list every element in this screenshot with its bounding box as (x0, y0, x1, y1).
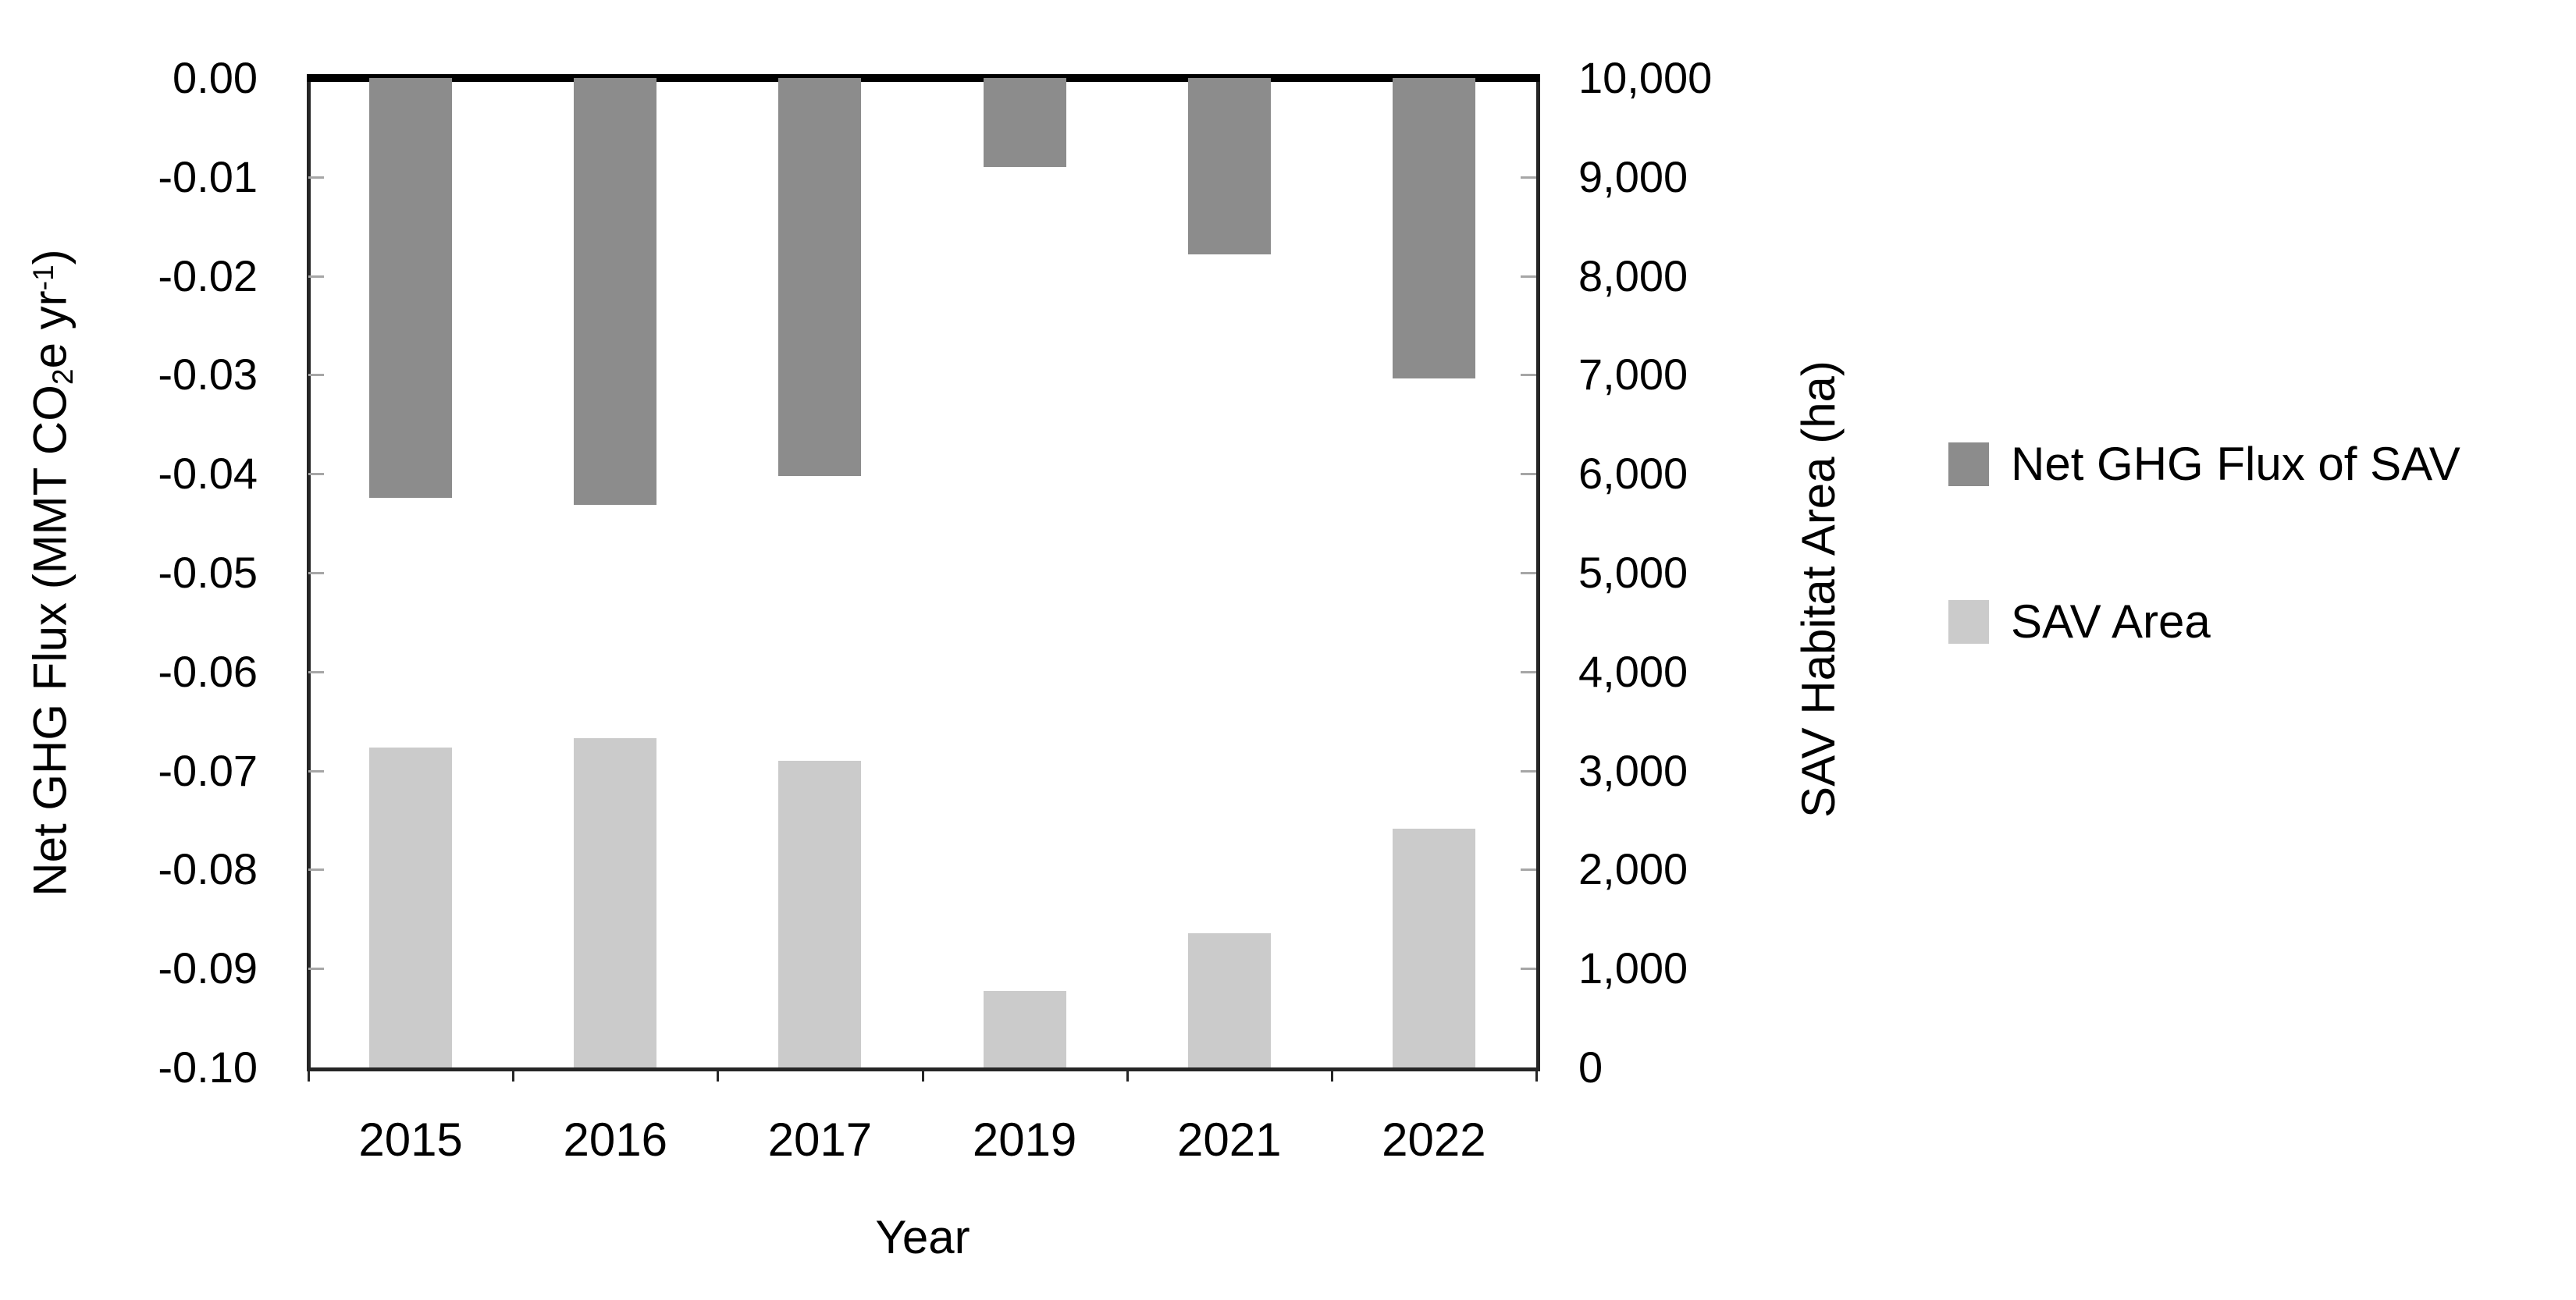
right-axis-tick (1521, 968, 1536, 971)
legend-swatch-net-ghg-flux (1948, 442, 1989, 486)
legend-item-net-ghg-flux: Net GHG Flux of SAV (1948, 440, 2460, 488)
x-axis-tick-label-2017: 2017 (767, 1114, 873, 1166)
x-axis-tick-label-2019: 2019 (972, 1114, 1077, 1166)
right-axis-tick-label: 8,000 (1578, 250, 1688, 300)
left-axis-tick (308, 374, 324, 377)
zero-baseline (307, 74, 1540, 82)
bar-sav-area-2019 (983, 991, 1066, 1067)
bar-net-ghg-flux-of-sav-2017 (778, 78, 862, 476)
x-axis-tick-label-2021: 2021 (1177, 1114, 1282, 1166)
y-axis-right-title: SAV Habitat Area (ha) (1792, 361, 1845, 818)
left-axis-tick-label: -0.01 (158, 151, 258, 201)
left-axis-tick-label: 0.00 (173, 53, 258, 102)
right-axis-tick-label: 3,000 (1578, 745, 1688, 795)
left-axis-tick-label: -0.06 (158, 646, 258, 696)
right-axis-tick-label: 2,000 (1578, 844, 1688, 894)
x-axis-tick (717, 1067, 720, 1082)
bar-net-ghg-flux-of-sav-2019 (983, 78, 1066, 168)
right-axis-tick-label: 6,000 (1578, 449, 1688, 499)
bar-sav-area-2021 (1187, 932, 1271, 1067)
right-axis-tick (1521, 868, 1536, 872)
legend-label-net-ghg-flux: Net GHG Flux of SAV (2011, 438, 2460, 490)
left-axis-tick (308, 275, 324, 278)
bar-sav-area-2016 (574, 737, 657, 1067)
right-axis-tick-label: 5,000 (1578, 548, 1688, 597)
left-axis-tick-label: -0.10 (158, 1042, 258, 1092)
x-axis-tick (1535, 1067, 1538, 1082)
left-axis-tick-label: -0.08 (158, 844, 258, 894)
legend-label-sav-area: SAV Area (2011, 595, 2211, 648)
right-axis-tick-label: 10,000 (1578, 53, 1713, 102)
x-axis-tick (308, 1067, 310, 1082)
right-axis-tick (1521, 572, 1536, 574)
left-axis-tick (308, 473, 324, 476)
right-axis-tick (1521, 670, 1536, 673)
y-axis-left-title-text: Net GHG Flux (MMT CO (23, 385, 76, 897)
y-axis-left-title-mid: e yr (23, 290, 76, 369)
right-axis-tick-label: 1,000 (1578, 943, 1688, 993)
left-axis-tick-label: -0.04 (158, 449, 258, 499)
bar-net-ghg-flux-of-sav-2022 (1392, 78, 1475, 379)
bar-net-ghg-flux-of-sav-2021 (1187, 78, 1271, 254)
x-axis-tick (512, 1067, 515, 1082)
x-axis-tick (921, 1067, 924, 1082)
legend-swatch-sav-area (1948, 600, 1989, 644)
right-axis-tick (1521, 275, 1536, 278)
right-axis-tick (1521, 473, 1536, 476)
bar-net-ghg-flux-of-sav-2016 (574, 78, 657, 505)
x-axis-tick-label-2015: 2015 (358, 1114, 463, 1166)
left-axis-tick (308, 868, 324, 872)
right-axis-tick (1521, 374, 1536, 377)
right-axis-tick-label: 9,000 (1578, 151, 1688, 201)
left-axis-tick (308, 572, 324, 574)
x-axis-tick-label-2022: 2022 (1382, 1114, 1486, 1166)
right-axis-tick (1521, 176, 1536, 179)
y-axis-left-title-close: ) (23, 249, 76, 265)
left-axis-tick (308, 769, 324, 773)
left-axis-tick (308, 176, 324, 179)
bar-sav-area-2017 (778, 760, 862, 1067)
bar-sav-area-2022 (1392, 829, 1475, 1067)
bar-sav-area-2015 (369, 748, 453, 1067)
left-axis-tick-label: -0.07 (158, 745, 258, 795)
left-axis-tick-label: -0.05 (158, 548, 258, 597)
left-axis-tick (308, 968, 324, 971)
x-axis-tick-label-2016: 2016 (563, 1114, 667, 1166)
x-axis-tick (1126, 1067, 1129, 1082)
left-axis-tick (308, 670, 324, 673)
legend-item-sav-area: SAV Area (1948, 598, 2211, 646)
right-axis-tick-label: 7,000 (1578, 350, 1688, 400)
y-axis-left-title-superscript: -1 (27, 265, 59, 291)
y-axis-left-title-subscript: 2 (45, 368, 79, 385)
right-axis-tick-label: 4,000 (1578, 646, 1688, 696)
left-axis-tick-label: -0.09 (158, 943, 258, 993)
right-axis-tick-label: 0 (1578, 1042, 1603, 1092)
x-axis-tick (1330, 1067, 1333, 1082)
right-axis-tick (1521, 769, 1536, 773)
y-axis-left-title: Net GHG Flux (MMT CO2e yr-1) (16, 66, 79, 1080)
x-axis-title: Year (875, 1211, 970, 1263)
left-axis-tick-label: -0.02 (158, 250, 258, 300)
left-axis-tick-label: -0.03 (158, 350, 258, 400)
bar-net-ghg-flux-of-sav-2015 (369, 78, 453, 498)
plot-area (307, 78, 1540, 1071)
